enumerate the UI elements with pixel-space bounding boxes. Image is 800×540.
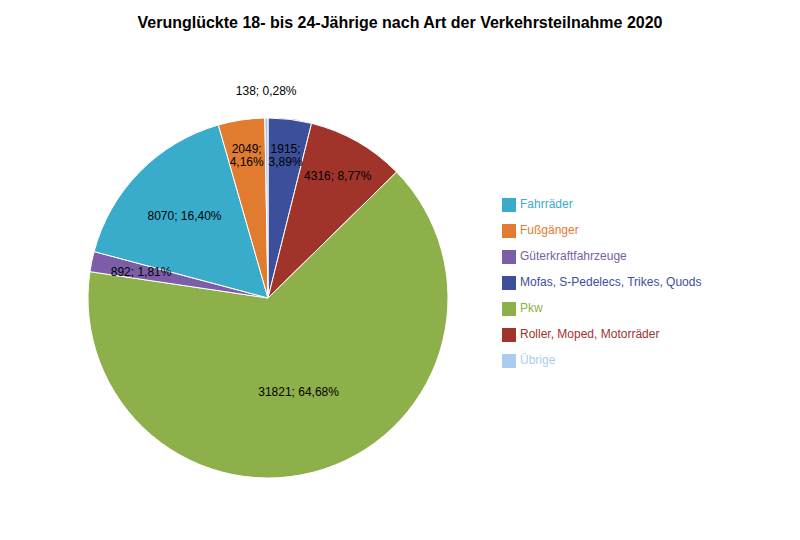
svg-text:4316; 8,77%: 4316; 8,77%: [304, 169, 372, 183]
html-text:Fußgänger: Fußgänger: [520, 223, 579, 237]
html-text:Fahrräder: Fahrräder: [520, 197, 573, 211]
html-text:Güterkraftfahrzeuge: Güterkraftfahrzeuge: [520, 249, 627, 263]
svg-text:138; 0,28%: 138; 0,28%: [236, 84, 297, 98]
svg-text:31821; 64,68%: 31821; 64,68%: [258, 385, 339, 399]
html-text:Roller, Moped, Motorräder: Roller, Moped, Motorräder: [520, 327, 660, 341]
svg-text:1915;3,89%: 1915;3,89%: [269, 142, 303, 169]
html-text:Übrige: Übrige: [520, 353, 556, 367]
svg-text:8070; 16,40%: 8070; 16,40%: [147, 209, 221, 223]
html-text:Mofas, S-Pedelecs, Trikes, Quo: Mofas, S-Pedelecs, Trikes, Quods: [520, 275, 702, 289]
html-text:Pkw: Pkw: [520, 301, 543, 315]
svg-text:892; 1,81%: 892; 1,81%: [111, 265, 172, 279]
html-text:Verunglückte 18- bis 24-Jährig: Verunglückte 18- bis 24-Jährige nach Art…: [137, 14, 663, 31]
svg-text:2049;4,16%: 2049;4,16%: [230, 142, 264, 169]
